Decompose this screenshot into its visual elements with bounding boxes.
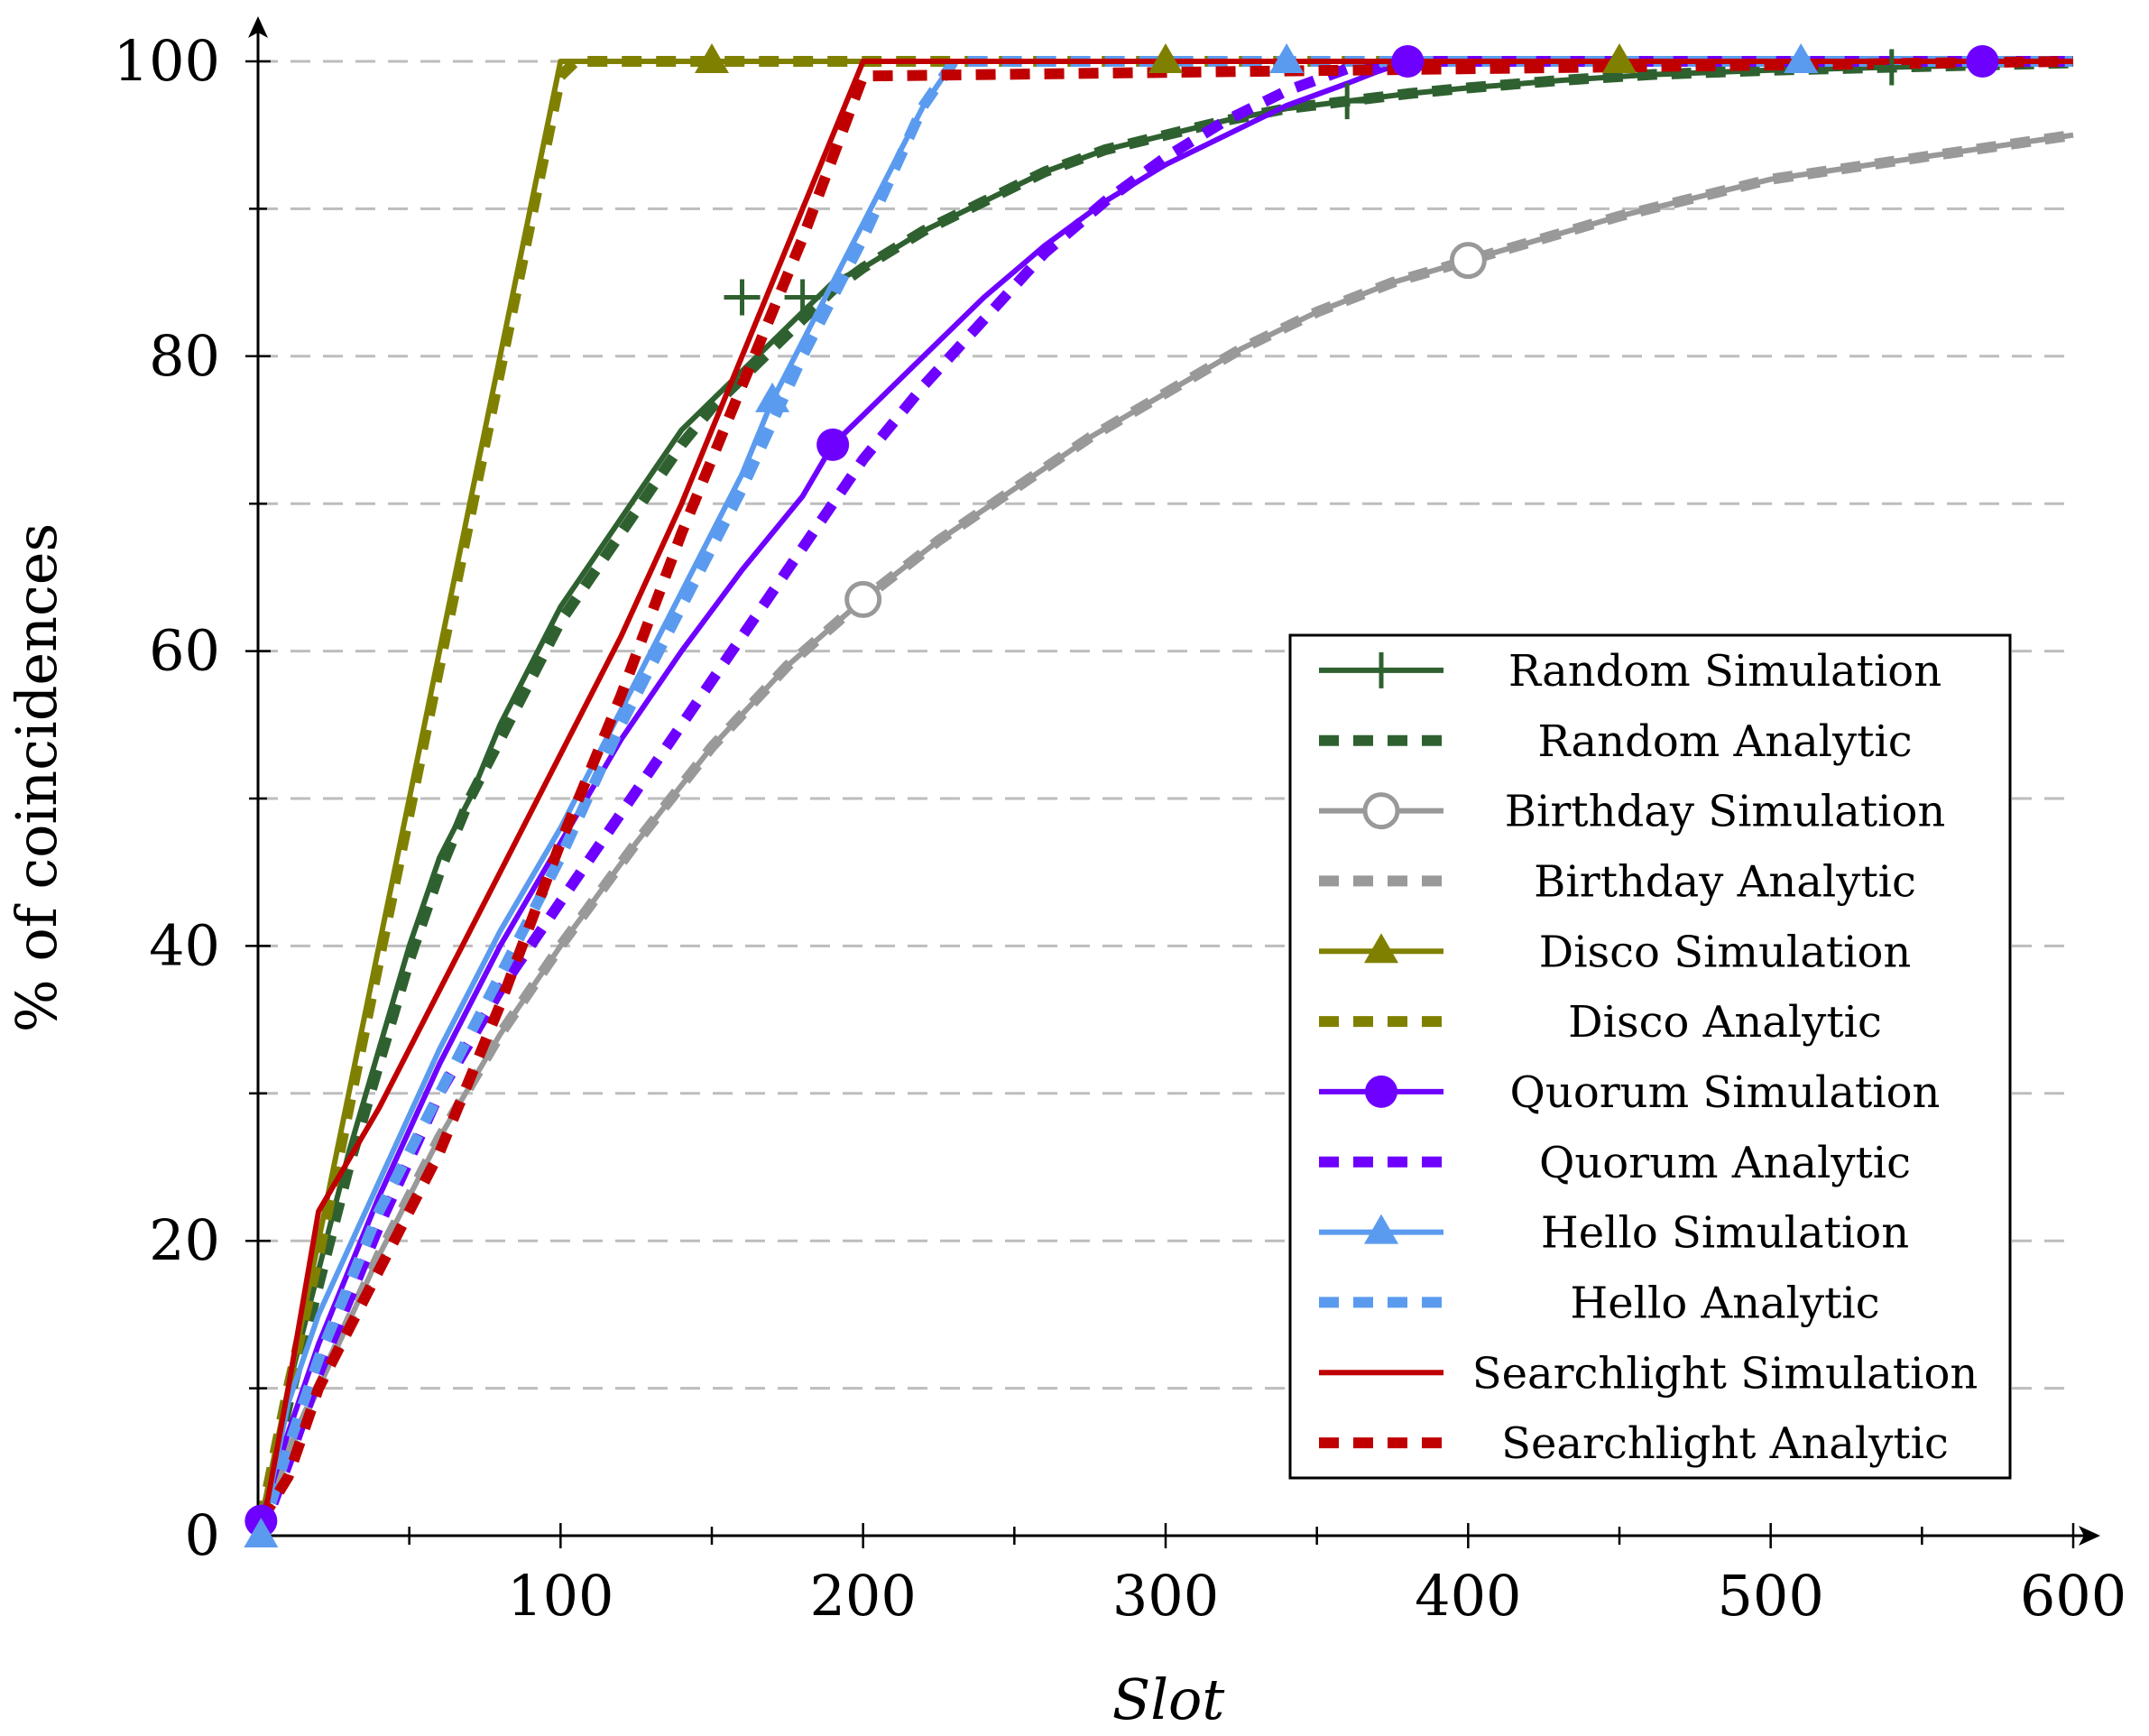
- series-marker: [844, 580, 882, 618]
- x-tick-label: 400: [1415, 1563, 1521, 1629]
- series-marker: [1873, 49, 1910, 86]
- series-marker: [1602, 43, 1637, 73]
- legend-box: [1288, 633, 2012, 1480]
- y-tick-label: 20: [149, 1207, 220, 1273]
- x-tick-label: 200: [809, 1563, 916, 1629]
- legend-label: Disco Simulation: [1539, 927, 1912, 977]
- y-tick-label: 80: [149, 323, 220, 389]
- y-axis-arrow: [248, 16, 268, 38]
- series-marker: [1391, 45, 1425, 78]
- y-tick-label: 60: [149, 618, 220, 684]
- legend-label: Birthday Analytic: [1534, 856, 1916, 907]
- series-marker: [1362, 792, 1400, 830]
- series-marker: [816, 428, 850, 461]
- series-marker: [1364, 1214, 1398, 1244]
- series-lines: [255, 56, 2074, 1534]
- y-tick-label: 40: [149, 912, 220, 978]
- series-marker: [1364, 933, 1398, 964]
- legend-label: Random Analytic: [1537, 716, 1912, 767]
- x-tick-label: 500: [1717, 1563, 1823, 1629]
- legend-label: Searchlight Analytic: [1501, 1418, 1949, 1469]
- legend-label: Quorum Analytic: [1539, 1138, 1911, 1188]
- x-tick-label: 600: [2020, 1563, 2126, 1629]
- y-tick-label: 0: [185, 1502, 220, 1568]
- series-marker: [1449, 242, 1487, 280]
- series-marker: [1269, 43, 1305, 73]
- series-marker: [1784, 43, 1819, 73]
- x-axis-title: Slot: [1112, 1667, 1225, 1732]
- series-line-disco-analytic: [255, 56, 2073, 1522]
- series-marker: [1148, 43, 1183, 73]
- series-marker: [755, 382, 790, 412]
- series-marker: [1365, 1075, 1397, 1108]
- legend-label: Searchlight Simulation: [1472, 1348, 1978, 1399]
- x-axis-arrow: [2079, 1526, 2100, 1546]
- series-line-birthday-analytic: [255, 129, 2074, 1523]
- legend-label: Hello Analytic: [1570, 1278, 1879, 1328]
- x-tick-label: 100: [507, 1563, 613, 1629]
- x-tick-label: 300: [1112, 1563, 1219, 1629]
- legend-label: Birthday Simulation: [1505, 787, 1946, 837]
- y-tick-label: 100: [114, 28, 220, 94]
- series-line-random-analytic: [255, 57, 2074, 1523]
- legend-label: Hello Simulation: [1541, 1208, 1909, 1259]
- series-line-searchlight-analytic: [256, 56, 2074, 1524]
- y-axis-title: % of coincidences: [4, 523, 69, 1033]
- series-marker: [1363, 651, 1399, 688]
- legend-label: Quorum Simulation: [1510, 1067, 1941, 1118]
- series-marker: [784, 279, 821, 316]
- series-marker: [695, 43, 729, 73]
- series-marker: [724, 279, 761, 316]
- series-marker: [1329, 83, 1366, 120]
- series-markers: [244, 43, 1999, 1547]
- axes: 100 200 300 400 500 600 0 20 40 60 80 100: [114, 16, 2126, 1629]
- legend: Random Simulation Random Analytic Birthday…: [1288, 633, 2012, 1480]
- series-marker: [1966, 45, 1999, 78]
- legend-label: Random Simulation: [1508, 646, 1941, 697]
- legend-label: Disco Analytic: [1568, 997, 1882, 1048]
- series-line-searchlight-simulation: [258, 59, 2073, 1534]
- series-marker: [244, 1518, 279, 1547]
